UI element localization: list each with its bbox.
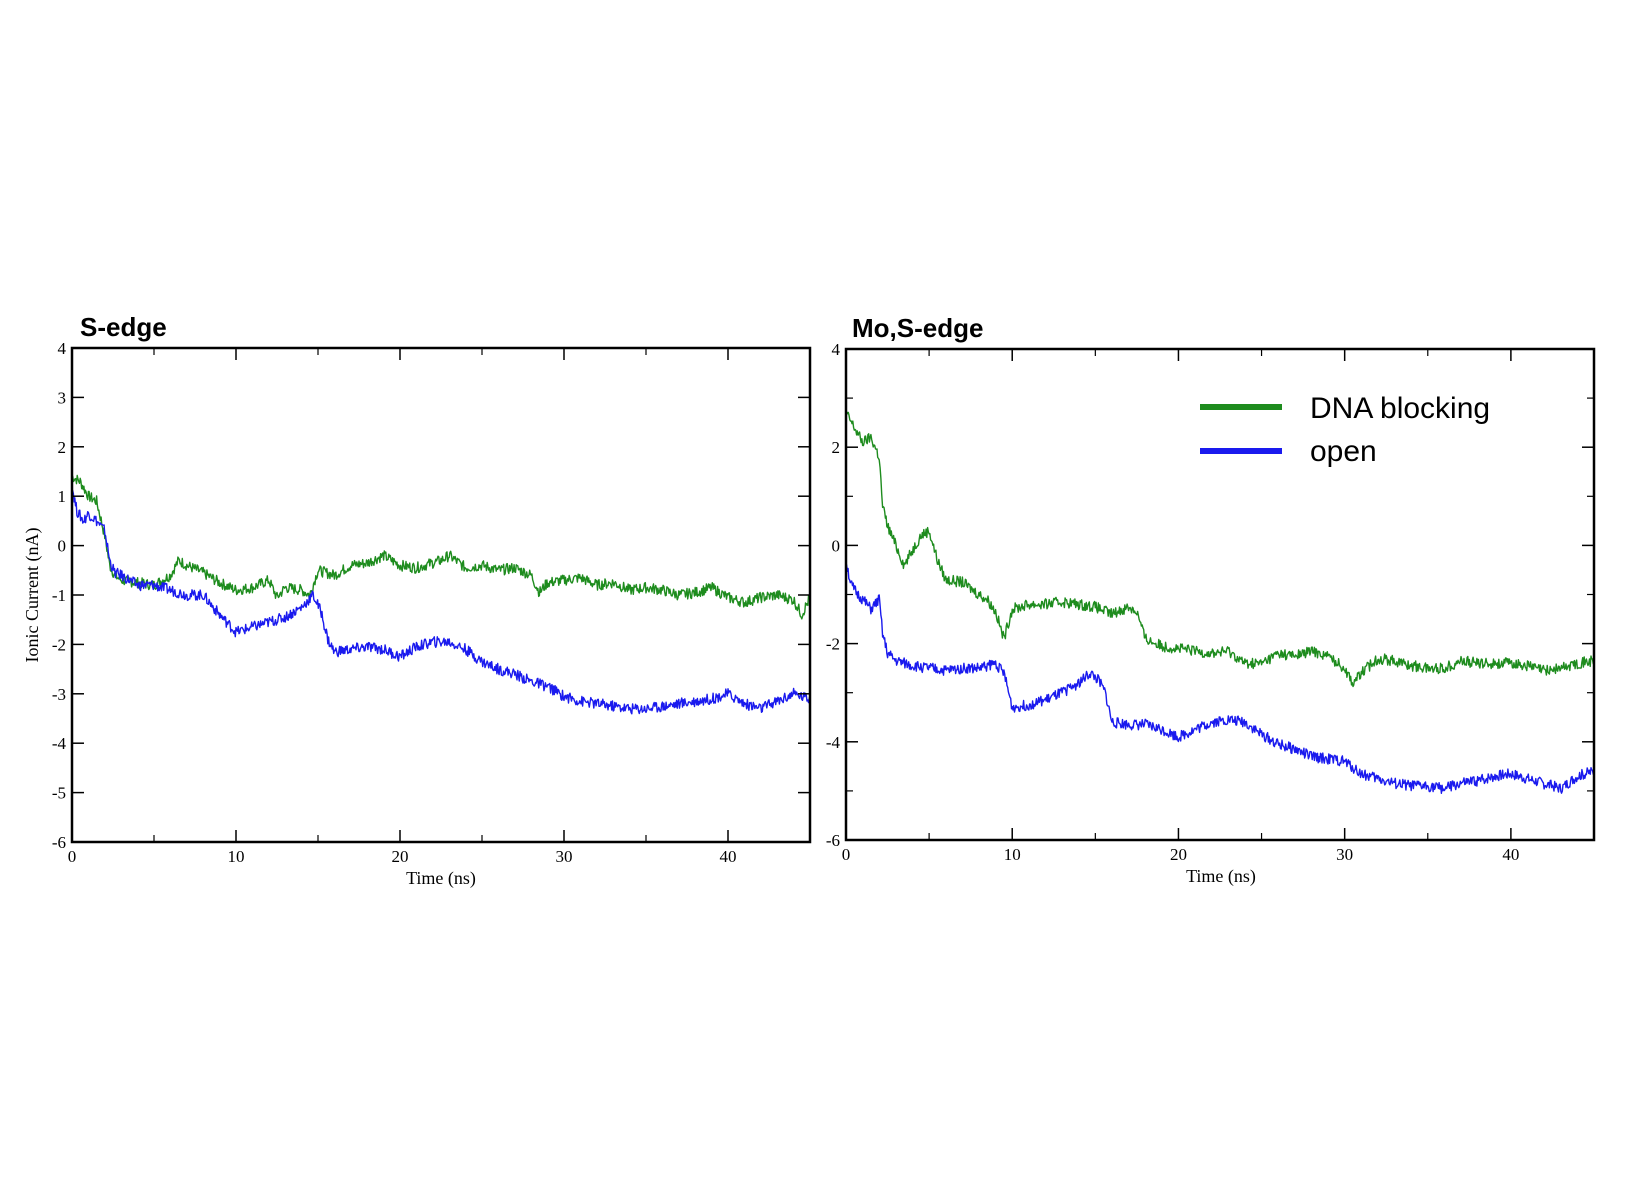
legend: DNA blocking open — [1200, 392, 1490, 468]
y-tick-label: -2 — [826, 635, 840, 654]
panel-title: Mo,S-edge — [852, 313, 983, 343]
y-tick-label: 0 — [58, 537, 67, 556]
y-tick-label: 2 — [58, 438, 67, 457]
y-tick-label: 1 — [58, 487, 67, 506]
y-tick-label: 3 — [58, 388, 67, 407]
x-tick-label: 20 — [392, 847, 409, 866]
x-tick-label: 40 — [720, 847, 737, 866]
panel-title: S-edge — [80, 312, 167, 342]
x-tick-label: 10 — [1004, 845, 1021, 864]
y-tick-label: -1 — [52, 586, 66, 605]
x-tick-label: 0 — [842, 845, 851, 864]
x-tick-label: 40 — [1502, 845, 1519, 864]
series-layer — [845, 410, 1595, 794]
y-tick-label: 2 — [832, 438, 841, 457]
y-tick-label: -4 — [826, 733, 841, 752]
x-tick-label: 10 — [228, 847, 245, 866]
y-tick-label: -4 — [52, 734, 67, 753]
x-axis-label: Time (ns) — [1186, 866, 1256, 887]
y-tick-label: -6 — [52, 833, 66, 852]
x-tick-label: 30 — [556, 847, 573, 866]
x-tick-label: 20 — [1170, 845, 1187, 864]
y-tick-label: 4 — [58, 339, 67, 358]
series-line-dna-blocking — [845, 410, 1595, 688]
series-layer — [71, 474, 811, 715]
y-tick-label: -5 — [52, 784, 66, 803]
y-tick-label: -3 — [52, 685, 66, 704]
x-axis-label: Time (ns) — [406, 868, 476, 889]
series-line-dna-blocking — [71, 474, 811, 620]
y-tick-label: 4 — [832, 340, 841, 359]
x-tick-label: 0 — [68, 847, 77, 866]
legend-label-dna-blocking: DNA blocking — [1310, 392, 1490, 425]
y-tick-label: -6 — [826, 831, 840, 850]
series-line-open — [71, 489, 811, 715]
y-tick-label: 0 — [832, 536, 841, 555]
legend-label-open: open — [1310, 435, 1377, 468]
y-tick-label: -2 — [52, 635, 66, 654]
y-axis-label: Ionic Current (nA) — [22, 528, 43, 663]
x-tick-label: 30 — [1336, 845, 1353, 864]
series-line-open — [845, 562, 1595, 794]
